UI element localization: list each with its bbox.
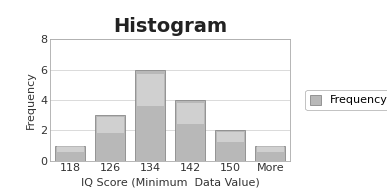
Bar [215,130,245,161]
Legend: Frequency: Frequency [305,90,387,110]
Bar [95,115,125,161]
Bar [175,100,205,161]
X-axis label: IQ Score (Minimum  Data Value): IQ Score (Minimum Data Value) [81,178,260,188]
Bar [97,117,124,133]
Y-axis label: Frequency: Frequency [26,71,36,129]
Title: Histogram: Histogram [113,17,227,36]
Bar [137,74,164,106]
Bar [217,132,244,142]
Bar [135,70,165,161]
Bar [55,145,85,161]
Bar [57,146,84,152]
Bar [255,145,285,161]
Bar [257,146,284,152]
Bar [177,103,204,124]
